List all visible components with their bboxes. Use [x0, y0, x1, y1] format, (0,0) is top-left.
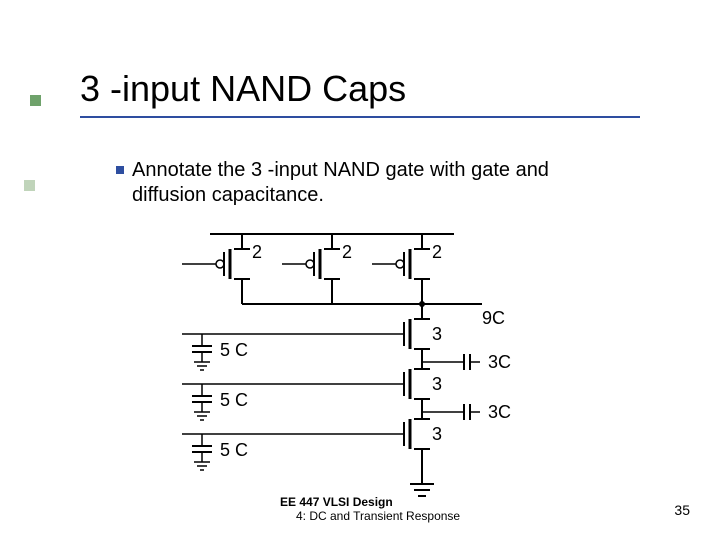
nmos-2-width: 3: [432, 374, 442, 394]
page-number: 35: [674, 502, 690, 518]
footer-line-2: 4: DC and Transient Response: [296, 509, 460, 523]
nmos-2-cap: 3C: [488, 352, 511, 372]
title-underline: [80, 116, 640, 118]
body-text: Annotate the 3 -input NAND gate with gat…: [132, 158, 612, 208]
input-cap-2-label: 5 C: [220, 390, 248, 410]
input-cap-3: 5 C: [192, 434, 248, 470]
nmos-1-cap: 9C: [482, 308, 505, 328]
slide: 3 -input NAND Caps Annotate the 3 -input…: [0, 0, 720, 540]
pmos-1-width: 2: [252, 242, 262, 262]
decor-square-1: [30, 95, 41, 106]
decor-square-2: [24, 180, 35, 191]
pmos-3: 2: [372, 234, 442, 319]
slide-title: 3 -input NAND Caps: [80, 68, 406, 110]
input-cap-1: 5 C: [192, 334, 248, 370]
nmos-3-width: 3: [432, 424, 442, 444]
bullet-icon: [116, 166, 124, 174]
circuit-diagram: 2 2 2: [152, 224, 592, 504]
pmos-2-width: 2: [342, 242, 352, 262]
pmos-2: 2: [282, 234, 352, 304]
input-cap-2: 5 C: [192, 384, 248, 420]
pmos-3-width: 2: [432, 242, 442, 262]
gnd-symbol: [410, 484, 434, 496]
nmos-1-width: 3: [432, 324, 442, 344]
pmos-1: 2: [182, 234, 262, 304]
footer-line-1: EE 447 VLSI Design: [280, 495, 393, 509]
input-cap-3-label: 5 C: [220, 440, 248, 460]
input-cap-1-label: 5 C: [220, 340, 248, 360]
nmos-3-cap: 3C: [488, 402, 511, 422]
